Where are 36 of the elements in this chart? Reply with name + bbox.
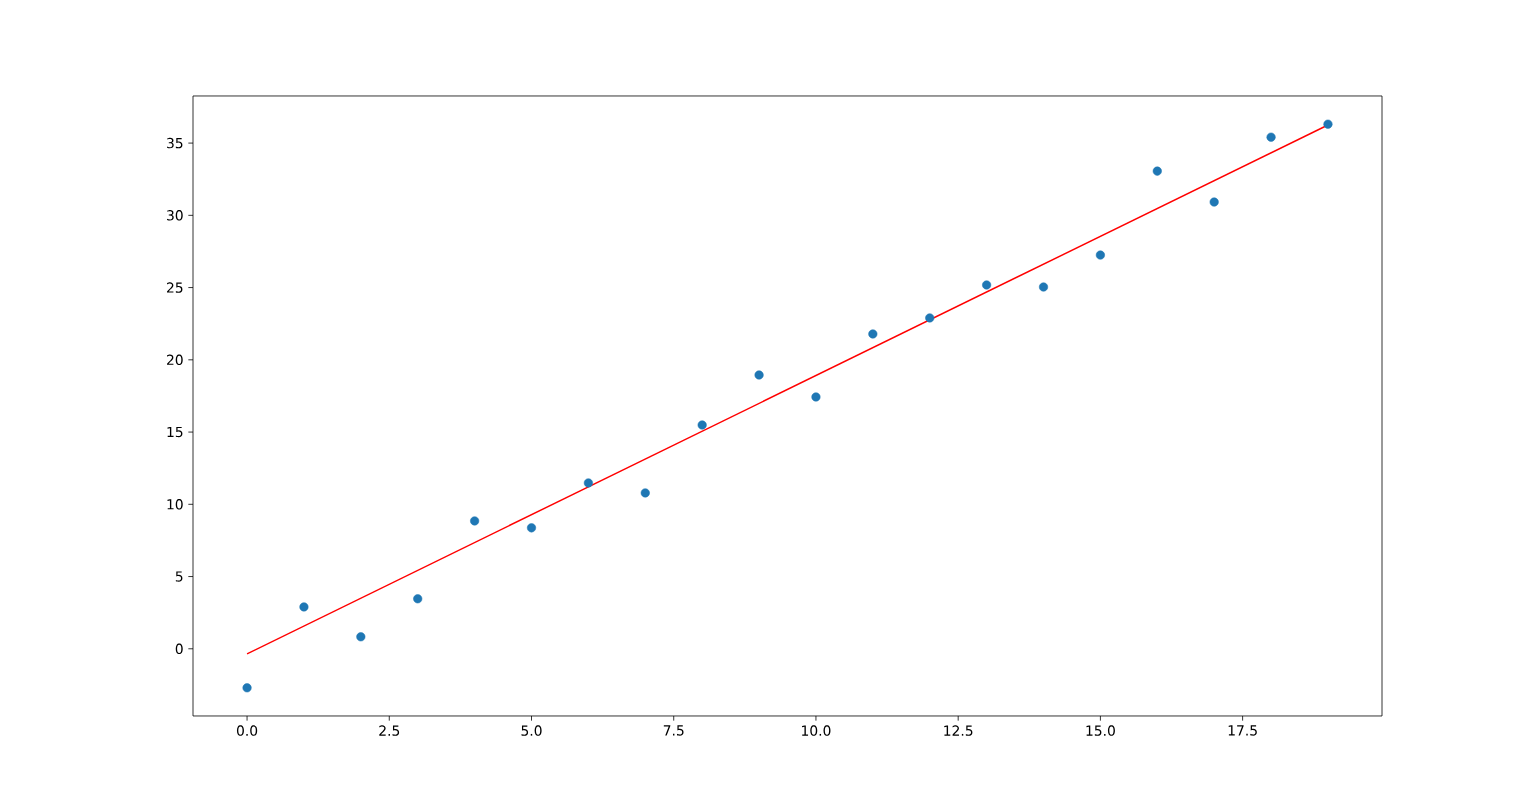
y-tick-label: 15 xyxy=(167,426,183,438)
point xyxy=(1266,132,1276,142)
point xyxy=(982,280,992,290)
point xyxy=(1152,166,1162,176)
x-tick-label: 2.5 xyxy=(379,725,400,736)
y-tick-label: 0 xyxy=(175,643,183,655)
x-tick-label: 17.5 xyxy=(1228,725,1257,736)
point xyxy=(925,313,935,323)
y-tick-label: 20 xyxy=(167,354,183,366)
point xyxy=(583,478,593,488)
x-tick-label: 0.0 xyxy=(236,725,258,736)
x-tick-label: 10.0 xyxy=(802,725,831,736)
point xyxy=(1209,197,1219,207)
x-tick-label: 15.0 xyxy=(1086,725,1115,736)
x-tick-label: 12.5 xyxy=(944,725,973,736)
point xyxy=(470,516,480,526)
point xyxy=(242,683,252,693)
y-tick-label: 35 xyxy=(167,137,183,149)
point xyxy=(1323,119,1333,129)
point xyxy=(868,329,878,339)
point xyxy=(1038,282,1049,292)
point xyxy=(754,370,764,380)
y-tick-label: 25 xyxy=(167,282,183,293)
y-tick-label: 30 xyxy=(167,210,183,221)
y-tick-label: 5 xyxy=(175,571,183,582)
point xyxy=(526,523,537,533)
y-tick-label: 10 xyxy=(167,499,183,510)
point xyxy=(356,632,366,642)
point xyxy=(811,392,821,402)
point xyxy=(413,594,423,604)
point xyxy=(1095,250,1105,260)
point xyxy=(697,420,707,430)
point xyxy=(640,488,650,498)
x-tick-label: 7.5 xyxy=(663,725,684,736)
x-tick-label: 5.0 xyxy=(521,725,542,736)
point xyxy=(299,602,309,612)
